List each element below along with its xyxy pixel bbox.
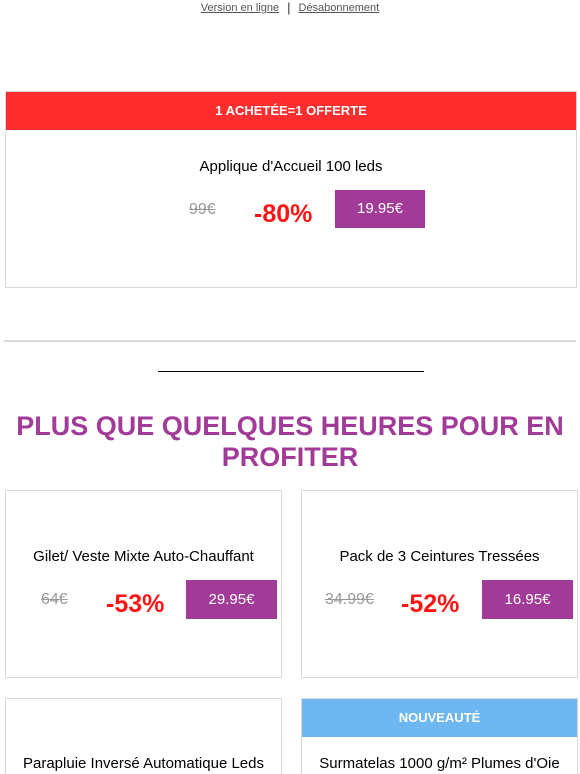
product-title[interactable]: Gilet/ Veste Mixte Auto-Chauffant bbox=[33, 548, 254, 565]
product-title[interactable]: Surmatelas 1000 g/m² Plumes d'Oie bbox=[319, 755, 560, 772]
price-button[interactable]: 19.95€ bbox=[335, 190, 425, 228]
price-button[interactable]: 16.95€ bbox=[482, 580, 573, 619]
discount-badge: -80% bbox=[254, 200, 313, 228]
email-header-links: Version en ligne | Désabonnement bbox=[0, 0, 580, 15]
discount-badge: -52% bbox=[401, 590, 460, 618]
product-card[interactable]: Pack de 3 Ceintures Tressées 34.99€ -52%… bbox=[301, 490, 578, 678]
discount-badge: -53% bbox=[106, 590, 165, 618]
headline-rule bbox=[158, 371, 424, 372]
product-card[interactable]: NOUVEAUTÉ Surmatelas 1000 g/m² Plumes d'… bbox=[301, 698, 578, 774]
promo-card[interactable]: 1 ACHETÉE=1 OFFERTE Applique d'Accueil 1… bbox=[5, 91, 577, 288]
promo-banner: 1 ACHETÉE=1 OFFERTE bbox=[6, 92, 576, 130]
product-title[interactable]: Applique d'Accueil 100 leds bbox=[199, 158, 383, 175]
product-title[interactable]: Parapluie Inversé Automatique Leds bbox=[23, 755, 264, 772]
section-headline: PLUS QUE QUELQUES HEURES POUR EN PROFITE… bbox=[16, 411, 564, 472]
old-price: 34.99€ bbox=[325, 591, 374, 608]
unsubscribe-link[interactable]: Désabonnement bbox=[298, 2, 380, 14]
product-card[interactable]: Gilet/ Veste Mixte Auto-Chauffant 64€ -5… bbox=[5, 490, 282, 678]
product-title[interactable]: Pack de 3 Ceintures Tressées bbox=[339, 548, 540, 565]
section-divider bbox=[4, 340, 576, 342]
new-badge-banner: NOUVEAUTÉ bbox=[302, 699, 577, 737]
old-price: 64€ bbox=[41, 591, 68, 608]
link-separator: | bbox=[287, 0, 291, 15]
product-card[interactable]: Parapluie Inversé Automatique Leds bbox=[5, 698, 282, 774]
price-button[interactable]: 29.95€ bbox=[186, 580, 277, 619]
old-price: 99€ bbox=[189, 201, 216, 218]
online-version-link[interactable]: Version en ligne bbox=[200, 2, 280, 14]
